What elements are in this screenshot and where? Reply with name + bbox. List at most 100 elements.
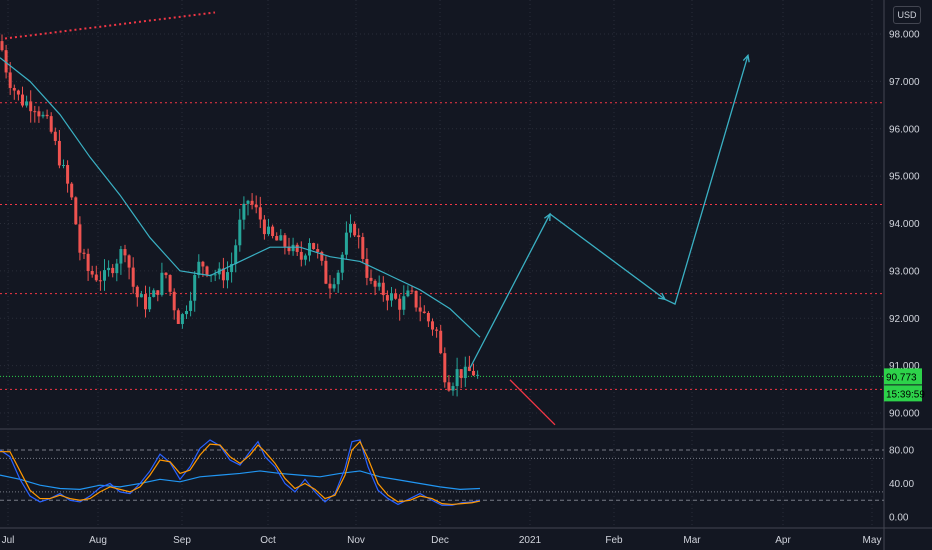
candle-body[interactable]: [435, 329, 439, 331]
candle-body[interactable]: [439, 330, 443, 354]
candle-body[interactable]: [74, 197, 78, 225]
candle-body[interactable]: [287, 246, 291, 252]
candle-body[interactable]: [418, 307, 422, 312]
candle-body[interactable]: [234, 245, 238, 264]
candle-body[interactable]: [86, 253, 90, 272]
rsi-line[interactable]: [0, 470, 481, 490]
candle-body[interactable]: [238, 219, 242, 246]
candle-body[interactable]: [373, 280, 377, 287]
candle-body[interactable]: [316, 249, 320, 252]
candle-body[interactable]: [148, 297, 152, 310]
candle-body[interactable]: [299, 251, 303, 260]
candle-body[interactable]: [463, 366, 467, 379]
candle-body[interactable]: [37, 111, 41, 117]
candle-body[interactable]: [385, 295, 389, 301]
candle-body[interactable]: [53, 131, 57, 141]
candle-body[interactable]: [455, 369, 459, 387]
candle-body[interactable]: [279, 235, 283, 241]
candle-body[interactable]: [205, 266, 209, 275]
candle-body[interactable]: [103, 270, 106, 281]
candle-body[interactable]: [250, 200, 254, 205]
candlestick-series[interactable]: [0, 34, 480, 397]
candle-body[interactable]: [115, 263, 119, 274]
candle-body[interactable]: [254, 204, 258, 208]
candle-body[interactable]: [312, 243, 316, 250]
price-axis[interactable]: 90.000 91.000 92.000 93.000 94.000 95.000 96.0…: [889, 30, 920, 524]
candle-body[interactable]: [426, 312, 430, 322]
candle-body[interactable]: [271, 226, 275, 237]
candle-body[interactable]: [349, 223, 352, 233]
candle-body[interactable]: [394, 293, 398, 299]
candle-body[interactable]: [451, 386, 455, 391]
candle-body[interactable]: [62, 165, 65, 167]
candle-body[interactable]: [152, 290, 156, 298]
candle-body[interactable]: [66, 165, 70, 184]
candle-body[interactable]: [78, 224, 82, 253]
candle-body[interactable]: [295, 244, 299, 252]
candle-body[interactable]: [258, 207, 262, 220]
candle-body[interactable]: [176, 310, 180, 324]
time-axis[interactable]: Jul Aug Sep Oct Nov Dec 2021 Feb Mar Apr May: [2, 535, 882, 546]
candle-body[interactable]: [381, 282, 385, 296]
stoch-k-line[interactable]: [0, 439, 481, 506]
candle-body[interactable]: [123, 249, 127, 256]
candle-body[interactable]: [49, 116, 53, 132]
candle-body[interactable]: [340, 254, 344, 273]
candle-body[interactable]: [119, 249, 123, 264]
candle-body[interactable]: [324, 260, 328, 284]
candle-body[interactable]: [16, 90, 20, 95]
forecast-drawings[interactable]: [469, 53, 750, 426]
candle-body[interactable]: [472, 370, 475, 376]
candle-body[interactable]: [107, 267, 111, 271]
candle-body[interactable]: [308, 243, 311, 256]
candle-body[interactable]: [365, 258, 369, 278]
candle-body[interactable]: [406, 290, 410, 297]
candle-body[interactable]: [291, 244, 295, 252]
candle-body[interactable]: [185, 310, 188, 315]
candle-body[interactable]: [45, 114, 49, 117]
candle-body[interactable]: [377, 282, 381, 287]
candle-body[interactable]: [90, 271, 94, 275]
candle-body[interactable]: [369, 277, 373, 281]
candle-body[interactable]: [303, 255, 307, 260]
candle-body[interactable]: [29, 101, 33, 112]
candle-body[interactable]: [332, 284, 336, 289]
candle-body[interactable]: [476, 374, 480, 376]
candle-body[interactable]: [21, 94, 24, 106]
forecast-path-down[interactable]: [509, 379, 556, 426]
candle-body[interactable]: [25, 101, 29, 106]
candle-body[interactable]: [267, 226, 270, 235]
candle-body[interactable]: [246, 200, 250, 204]
candle-body[interactable]: [57, 140, 61, 166]
candle-body[interactable]: [467, 366, 471, 371]
candle-body[interactable]: [127, 255, 131, 268]
candle-body[interactable]: [131, 267, 135, 287]
candle-body[interactable]: [197, 261, 201, 276]
candle-body[interactable]: [201, 261, 205, 267]
candle-body[interactable]: [242, 203, 246, 220]
candle-body[interactable]: [144, 294, 147, 310]
candle-body[interactable]: [336, 272, 340, 285]
candle-body[interactable]: [111, 267, 115, 274]
candle-body[interactable]: [139, 294, 143, 298]
candle-body[interactable]: [8, 72, 12, 88]
candle-body[interactable]: [414, 290, 418, 308]
candle-body[interactable]: [283, 235, 287, 247]
candle-body[interactable]: [4, 50, 8, 73]
candle-body[interactable]: [193, 275, 197, 301]
candle-body[interactable]: [230, 263, 234, 273]
candle-body[interactable]: [180, 314, 184, 324]
candle-body[interactable]: [328, 283, 332, 289]
candle-body[interactable]: [422, 311, 426, 313]
candle-body[interactable]: [226, 272, 229, 281]
oscillator-pane[interactable]: [0, 439, 884, 506]
candle-body[interactable]: [410, 290, 414, 292]
candle-body[interactable]: [33, 111, 37, 113]
candle-body[interactable]: [443, 353, 447, 383]
currency-button[interactable]: USD: [893, 6, 921, 24]
candle-body[interactable]: [361, 237, 365, 259]
candle-body[interactable]: [156, 290, 160, 295]
candle-body[interactable]: [12, 87, 16, 91]
candle-body[interactable]: [262, 219, 266, 235]
